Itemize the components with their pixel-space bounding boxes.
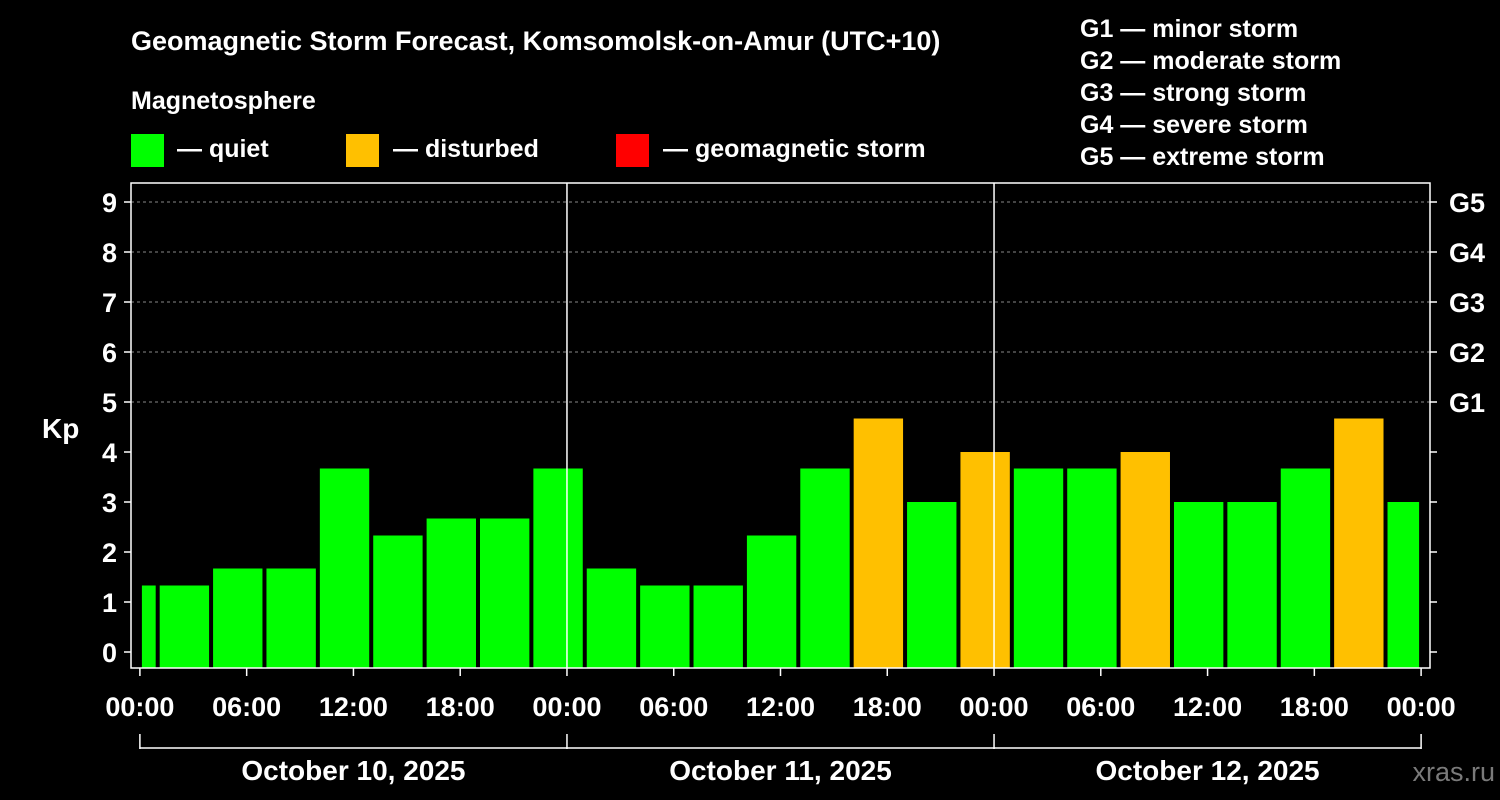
y-tick-label-0: 0 xyxy=(102,638,117,668)
storm-scale-g4: G4 — severe storm xyxy=(1080,111,1308,139)
legend-label-storm: — geomagnetic storm xyxy=(663,135,926,163)
legend-label-quiet: — quiet xyxy=(177,135,269,163)
legend-swatch-disturbed xyxy=(346,134,379,167)
x-tick-label-9: 06:00 xyxy=(1066,692,1135,722)
bar-2 xyxy=(213,568,263,668)
watermark: xras.ru xyxy=(1412,757,1495,787)
legend-item-quiet: — quiet xyxy=(131,134,269,167)
gridlines xyxy=(131,201,1430,403)
bar-6 xyxy=(426,518,476,668)
bar-13 xyxy=(800,468,850,668)
bar-8 xyxy=(533,468,583,668)
x-tick-label-0: 00:00 xyxy=(105,692,174,722)
date-label-2: October 12, 2025 xyxy=(1096,755,1320,786)
day-separators xyxy=(566,183,995,668)
y-tick-label-6: 6 xyxy=(102,338,117,368)
date-axis: October 10, 2025 October 11, 2025 October … xyxy=(139,734,1422,786)
storm-scale-g2: G2 — moderate storm xyxy=(1080,47,1341,75)
storm-level-label-G3: G3 xyxy=(1449,288,1485,318)
bar-24 xyxy=(1387,502,1420,668)
storm-scale-g3: G3 — strong storm xyxy=(1080,79,1306,107)
y-tick-label-2: 2 xyxy=(102,538,117,568)
y-tick-label-9: 9 xyxy=(102,188,117,218)
storm-axis: G1 G2 G3 G4 G5 xyxy=(1430,188,1485,653)
y-tick-label-8: 8 xyxy=(102,238,117,268)
storm-level-label-G4: G4 xyxy=(1449,238,1485,268)
x-tick-label-2: 12:00 xyxy=(319,692,388,722)
bar-5 xyxy=(373,535,423,668)
bar-20 xyxy=(1173,502,1224,668)
storm-level-label-G5: G5 xyxy=(1449,188,1485,218)
bar-3 xyxy=(266,568,316,668)
bar-22 xyxy=(1280,468,1331,668)
bar-7 xyxy=(479,518,530,668)
x-tick-label-7: 18:00 xyxy=(853,692,922,722)
x-tick-label-12: 00:00 xyxy=(1387,692,1456,722)
legend-label-disturbed: — disturbed xyxy=(393,135,539,163)
legend-item-storm: — geomagnetic storm xyxy=(616,134,926,167)
bar-16 xyxy=(960,452,1010,668)
bar-14 xyxy=(853,418,904,668)
legend: — quiet — disturbed — geomagnetic storm xyxy=(131,134,926,167)
bar-10 xyxy=(640,585,690,668)
y-tick-label-5: 5 xyxy=(102,388,117,418)
bar-11 xyxy=(693,585,743,668)
date-label-1: October 11, 2025 xyxy=(669,755,892,786)
bar-15 xyxy=(907,502,957,668)
storm-level-label-G2: G2 xyxy=(1449,338,1485,368)
x-tick-label-3: 18:00 xyxy=(426,692,495,722)
storm-scale-g5: G5 — extreme storm xyxy=(1080,143,1325,171)
bar-18 xyxy=(1067,468,1117,668)
bar-0 xyxy=(141,585,156,668)
y-tick-label-3: 3 xyxy=(102,488,117,518)
storm-scale-list: G1 — minor storm G2 — moderate storm G3 … xyxy=(1080,15,1341,171)
bars xyxy=(141,418,1420,668)
x-tick-label-6: 12:00 xyxy=(746,692,815,722)
storm-scale-g1: G1 — minor storm xyxy=(1080,15,1298,43)
x-tick-label-4: 00:00 xyxy=(532,692,601,722)
legend-title: Magnetosphere xyxy=(131,87,316,115)
y-axis-label: Kp xyxy=(42,413,79,444)
y-tick-label-7: 7 xyxy=(102,288,117,318)
bar-12 xyxy=(746,535,797,668)
legend-item-disturbed: — disturbed xyxy=(346,134,539,167)
x-tick-label-11: 18:00 xyxy=(1280,692,1349,722)
y-tick-label-4: 4 xyxy=(102,438,117,468)
legend-swatch-storm xyxy=(616,134,649,167)
x-tick-label-8: 00:00 xyxy=(960,692,1029,722)
bar-21 xyxy=(1227,502,1277,668)
bar-19 xyxy=(1120,452,1170,668)
bar-23 xyxy=(1334,418,1384,668)
x-tick-label-5: 06:00 xyxy=(639,692,708,722)
x-tick-label-1: 06:00 xyxy=(212,692,281,722)
bar-17 xyxy=(1013,468,1064,668)
bar-4 xyxy=(319,468,370,668)
storm-level-label-G1: G1 xyxy=(1449,388,1485,418)
y-axis: 0 1 2 3 4 5 6 7 8 9 xyxy=(102,188,131,668)
bar-9 xyxy=(586,568,637,668)
y-tick-label-1: 1 xyxy=(102,588,117,618)
chart-title: Geomagnetic Storm Forecast, Komsomolsk-o… xyxy=(131,26,940,56)
legend-swatch-quiet xyxy=(131,134,164,167)
x-tick-label-10: 12:00 xyxy=(1173,692,1242,722)
bar-1 xyxy=(159,585,210,668)
x-axis: 00:00 06:00 12:00 18:00 00:00 06:00 12:00 18:00… xyxy=(105,668,1456,722)
date-label-0: October 10, 2025 xyxy=(241,755,465,786)
